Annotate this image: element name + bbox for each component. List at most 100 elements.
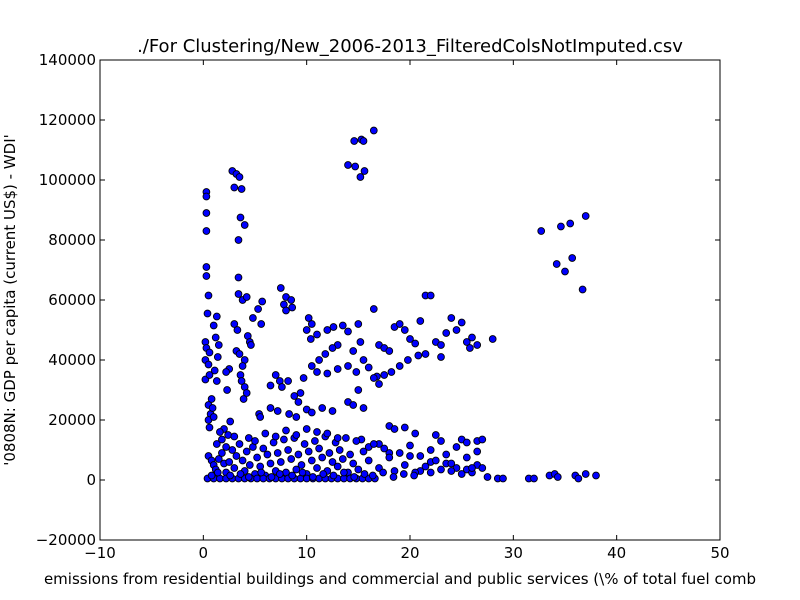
data-point	[226, 471, 235, 480]
data-point	[340, 468, 348, 477]
data-point	[404, 356, 412, 364]
data-point	[411, 429, 420, 438]
data-point	[214, 455, 223, 463]
data-point	[478, 435, 487, 444]
data-point	[352, 437, 361, 445]
data-point	[288, 303, 297, 312]
data-point	[213, 468, 222, 477]
data-point	[235, 350, 244, 358]
data-point	[304, 447, 313, 456]
data-point	[315, 356, 323, 364]
data-point	[359, 447, 368, 456]
data-point	[296, 389, 305, 397]
data-point	[369, 374, 378, 382]
data-point	[306, 335, 315, 343]
data-point	[307, 362, 316, 370]
data-point	[275, 470, 284, 478]
data-point	[240, 221, 249, 229]
points-layer	[201, 126, 600, 483]
data-point	[205, 423, 214, 432]
data-point	[242, 293, 251, 301]
data-point	[553, 473, 562, 481]
data-point	[578, 285, 587, 294]
data-point	[499, 474, 507, 483]
data-point	[333, 434, 342, 442]
data-point	[344, 327, 352, 336]
data-point	[282, 426, 290, 435]
data-point	[473, 447, 482, 456]
data-point	[328, 407, 337, 415]
data-point	[338, 321, 347, 330]
data-point	[431, 456, 440, 465]
data-point	[237, 377, 246, 385]
y-tick-label: 20000	[48, 411, 96, 429]
data-point	[421, 350, 430, 358]
data-point	[349, 347, 358, 355]
data-point	[294, 450, 303, 459]
data-point	[360, 167, 369, 175]
data-point	[307, 320, 316, 328]
data-point	[239, 395, 248, 403]
data-point	[359, 356, 368, 364]
data-point	[222, 443, 230, 451]
data-point	[300, 440, 309, 448]
data-point	[230, 464, 239, 472]
data-point	[315, 444, 323, 453]
data-point	[369, 126, 378, 135]
data-point	[399, 470, 408, 478]
data-point	[235, 173, 244, 181]
data-point	[292, 413, 301, 421]
data-point	[406, 452, 414, 460]
data-point	[226, 417, 235, 426]
data-point	[242, 447, 251, 456]
data-point	[254, 305, 262, 313]
y-tick-label: 80000	[48, 231, 96, 249]
data-point	[304, 314, 313, 322]
data-point	[302, 425, 311, 433]
data-point	[225, 458, 234, 466]
data-point	[323, 369, 332, 378]
data-point	[313, 428, 321, 436]
data-point	[230, 320, 239, 328]
data-point	[328, 344, 337, 352]
data-point	[284, 377, 292, 385]
data-point	[375, 380, 383, 388]
data-point	[592, 471, 600, 480]
data-point	[329, 471, 338, 480]
data-point	[380, 371, 389, 379]
data-point	[356, 173, 365, 181]
data-point	[259, 444, 268, 453]
data-point	[380, 444, 389, 453]
data-point	[251, 437, 259, 445]
data-point	[257, 320, 266, 328]
data-point	[581, 212, 590, 220]
data-point	[278, 383, 286, 391]
data-point	[294, 398, 303, 406]
data-point	[256, 413, 265, 421]
data-point	[468, 333, 476, 342]
data-point	[457, 318, 466, 327]
data-point	[410, 471, 418, 480]
data-point	[566, 219, 575, 228]
data-point	[416, 452, 425, 460]
y-tick-label: 140000	[39, 51, 96, 69]
data-point	[351, 162, 360, 171]
data-point	[292, 431, 301, 439]
data-point	[447, 467, 456, 475]
data-point	[442, 329, 451, 337]
y-tick-label: −20000	[36, 531, 96, 549]
data-point	[253, 453, 261, 462]
data-point	[273, 449, 282, 457]
y-tick-label: 120000	[39, 111, 96, 129]
data-point	[214, 341, 223, 349]
data-point	[557, 222, 565, 231]
data-point	[280, 435, 288, 444]
data-point	[349, 459, 358, 468]
data-point	[350, 137, 359, 145]
data-point	[352, 368, 361, 376]
x-tick-label: −10	[84, 544, 116, 562]
data-point	[360, 470, 369, 478]
data-point	[230, 432, 239, 441]
y-tick-label: 60000	[48, 291, 96, 309]
